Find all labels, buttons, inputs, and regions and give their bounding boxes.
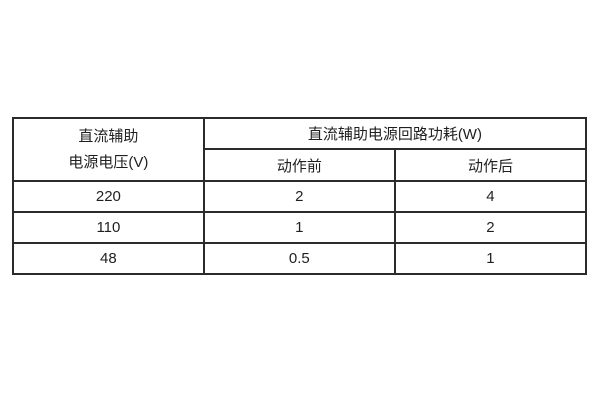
table-row: 110 1 2 (12, 211, 588, 244)
before-cell: 0.5 (202, 242, 396, 275)
voltage-column-header: 直流辅助 电源电压(V) (12, 117, 205, 182)
before-cell: 1 (202, 211, 396, 244)
voltage-cell: 110 (12, 211, 205, 244)
power-consumption-table: 直流辅助 电源电压(V) 直流辅助电源回路功耗(W) 动作前 动作后 220 2… (12, 117, 588, 275)
voltage-header-line2: 电源电压(V) (68, 153, 149, 171)
after-cell: 1 (393, 242, 588, 275)
after-cell: 2 (393, 211, 588, 244)
after-cell: 4 (393, 180, 588, 213)
voltage-cell: 48 (12, 242, 205, 275)
header-row-sub: 动作前 动作后 (13, 148, 588, 182)
table-row: 220 2 4 (12, 180, 588, 213)
before-action-header: 动作前 (202, 148, 396, 182)
table-row: 48 0.5 1 (12, 242, 588, 275)
power-group-header: 直流辅助电源回路功耗(W) (202, 117, 588, 150)
after-action-header: 动作后 (393, 148, 588, 182)
voltage-header-line1: 直流辅助 (78, 127, 139, 145)
voltage-cell: 220 (12, 180, 205, 213)
header-row-group: 直流辅助 电源电压(V) 直流辅助电源回路功耗(W) (12, 117, 588, 182)
before-cell: 2 (202, 180, 396, 213)
